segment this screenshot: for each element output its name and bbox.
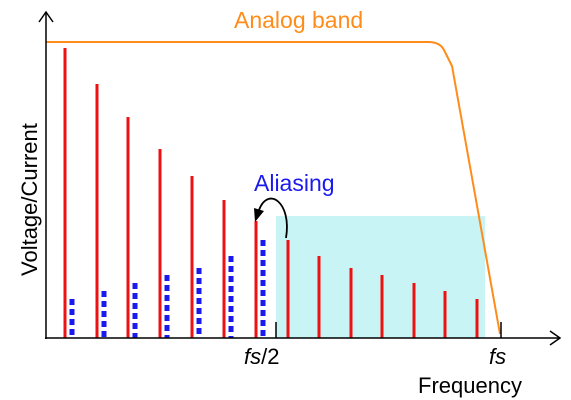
tick-half-fs-suffix: /2 <box>261 344 279 369</box>
axes <box>38 10 562 346</box>
tick-label-half-fs: fs/2 <box>244 344 279 369</box>
aliasing-fold-arrow <box>258 197 288 239</box>
y-axis-label: Voltage/Current <box>17 123 42 276</box>
x-axis-arrow-icon <box>549 330 562 346</box>
aliased-components <box>69 240 266 338</box>
x-axis-label: Frequency <box>418 373 522 398</box>
tick-half-fs-italic: fs <box>244 344 261 369</box>
arrowhead-icon <box>254 208 264 222</box>
analog-band-curve <box>46 41 501 335</box>
analog-band-label: Analog band <box>234 7 363 33</box>
signal-harmonics <box>63 48 479 338</box>
tick-label-fs: fs <box>489 344 506 369</box>
aliasing-label: Aliasing <box>254 170 335 196</box>
y-axis-arrow-icon <box>38 10 54 23</box>
